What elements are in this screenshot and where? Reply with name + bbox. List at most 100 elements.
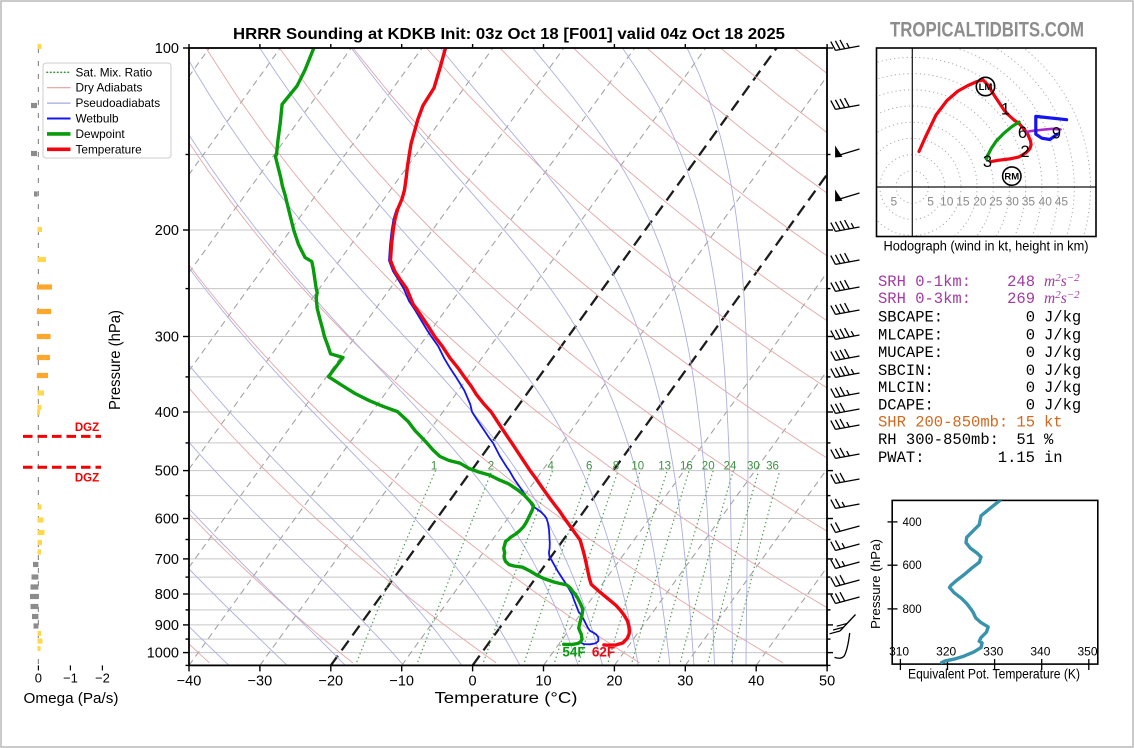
svg-text:900: 900 [155, 618, 179, 634]
svg-text:0: 0 [1026, 308, 1035, 326]
svg-text:Pressure (hPa): Pressure (hPa) [107, 310, 124, 410]
svg-text:20: 20 [606, 673, 622, 689]
svg-text:1.15: 1.15 [998, 449, 1035, 467]
svg-text:20: 20 [973, 195, 987, 209]
svg-text:0: 0 [1026, 397, 1035, 415]
svg-text:20: 20 [702, 461, 715, 473]
svg-text:54F: 54F [562, 645, 585, 660]
svg-text:330: 330 [983, 644, 1003, 658]
svg-text:40: 40 [1039, 195, 1053, 209]
svg-text:800: 800 [155, 587, 179, 603]
svg-text:−2: −2 [95, 670, 110, 685]
svg-text:Hodograph (wind in kt, height: Hodograph (wind in kt, height in km) [884, 239, 1089, 254]
svg-text:100: 100 [155, 41, 179, 57]
svg-text:−1: −1 [63, 670, 78, 685]
svg-text:SRH 0-1km:: SRH 0-1km: [878, 273, 971, 291]
svg-text:DGZ: DGZ [75, 473, 99, 485]
svg-text:LM: LM [979, 82, 993, 93]
svg-text:400: 400 [903, 517, 922, 529]
svg-text:J/kg: J/kg [1044, 344, 1081, 362]
svg-text:310: 310 [889, 644, 909, 658]
svg-text:−40: −40 [177, 673, 202, 689]
svg-text:400: 400 [155, 405, 179, 421]
svg-text:200: 200 [155, 223, 179, 239]
svg-text:J/kg: J/kg [1044, 379, 1081, 397]
svg-text:Pseudoadiabats: Pseudoadiabats [76, 96, 161, 110]
svg-text:SBCIN:: SBCIN: [878, 362, 934, 380]
svg-text:10: 10 [940, 195, 954, 209]
svg-text:2: 2 [1020, 143, 1029, 161]
svg-text:PWAT:: PWAT: [878, 449, 925, 467]
svg-text:340: 340 [1030, 644, 1050, 658]
svg-text:15: 15 [1016, 414, 1035, 432]
svg-text:350: 350 [1077, 644, 1097, 658]
svg-text:269: 269 [1007, 290, 1035, 308]
svg-text:50: 50 [819, 673, 835, 689]
svg-text:Pressure (hPa): Pressure (hPa) [868, 539, 883, 629]
svg-text:−20: −20 [318, 673, 343, 689]
svg-text:RM: RM [1004, 172, 1019, 183]
svg-text:2: 2 [488, 461, 494, 473]
svg-text:51: 51 [1016, 431, 1035, 449]
svg-text:30: 30 [747, 461, 760, 473]
svg-text:1: 1 [1001, 101, 1010, 119]
svg-text:800: 800 [903, 604, 922, 616]
svg-text:30: 30 [677, 673, 693, 689]
svg-text:500: 500 [155, 464, 179, 480]
svg-text:TROPICALTIDBITS.COM: TROPICALTIDBITS.COM [890, 18, 1084, 42]
svg-text:0: 0 [469, 673, 477, 689]
svg-text:HRRR Sounding at KDKB Init: 03: HRRR Sounding at KDKB Init: 03z Oct 18 [… [233, 26, 785, 43]
svg-text:DGZ: DGZ [75, 422, 99, 434]
svg-text:0: 0 [35, 670, 42, 685]
svg-text:DCAPE:: DCAPE: [878, 397, 934, 415]
svg-text:300: 300 [155, 330, 179, 346]
svg-text:10: 10 [535, 673, 551, 689]
svg-text:13: 13 [658, 461, 671, 473]
svg-text:8: 8 [613, 461, 619, 473]
svg-text:kt: kt [1044, 414, 1063, 432]
svg-text:600: 600 [155, 512, 179, 528]
svg-text:24: 24 [724, 461, 737, 473]
svg-text:MLCAPE:: MLCAPE: [878, 327, 943, 345]
svg-text:35: 35 [1022, 195, 1036, 209]
svg-text:3: 3 [983, 153, 992, 171]
svg-text:Omega (Pa/s): Omega (Pa/s) [24, 691, 119, 707]
svg-text:62F: 62F [592, 645, 615, 660]
svg-text:SHR 200-850mb:: SHR 200-850mb: [878, 414, 1008, 432]
svg-text:−30: −30 [248, 673, 273, 689]
svg-text:248: 248 [1007, 273, 1035, 291]
svg-text:320: 320 [936, 644, 956, 658]
svg-text:0: 0 [1026, 362, 1035, 380]
svg-text:−10: −10 [389, 673, 414, 689]
svg-text:4: 4 [547, 461, 554, 473]
svg-text:1000: 1000 [147, 646, 179, 662]
svg-text:40: 40 [748, 673, 764, 689]
svg-text:SRH 0-3km:: SRH 0-3km: [878, 290, 971, 308]
svg-text:600: 600 [903, 560, 922, 572]
svg-text:%: % [1044, 431, 1054, 449]
svg-text:0: 0 [1026, 379, 1035, 397]
svg-text:15: 15 [956, 195, 970, 209]
svg-text:SBCAPE:: SBCAPE: [878, 308, 943, 326]
svg-text:0: 0 [1026, 344, 1035, 362]
svg-text:16: 16 [680, 461, 693, 473]
svg-text:Temperature (°C): Temperature (°C) [435, 690, 578, 707]
svg-text:J/kg: J/kg [1044, 362, 1081, 380]
svg-text:J/kg: J/kg [1044, 397, 1081, 415]
svg-text:5: 5 [927, 195, 934, 209]
svg-text:Sat. Mix. Ratio: Sat. Mix. Ratio [76, 65, 153, 79]
svg-text:0: 0 [1026, 327, 1035, 345]
svg-text:Dry Adiabats: Dry Adiabats [76, 81, 143, 95]
svg-text:RH 300-850mb:: RH 300-850mb: [878, 431, 999, 449]
svg-text:25: 25 [989, 195, 1003, 209]
svg-text:6: 6 [586, 461, 592, 473]
svg-text:Equivalent Pot. Temperature (K: Equivalent Pot. Temperature (K) [908, 666, 1080, 682]
svg-text:6: 6 [1018, 124, 1027, 142]
svg-text:700: 700 [155, 552, 179, 568]
svg-text:J/kg: J/kg [1044, 327, 1081, 345]
svg-text:in: in [1044, 449, 1063, 467]
svg-text:Dewpoint: Dewpoint [76, 127, 126, 141]
svg-text:MUCAPE:: MUCAPE: [878, 344, 943, 362]
svg-text:Temperature: Temperature [76, 142, 143, 156]
svg-text:MLCIN:: MLCIN: [878, 379, 934, 397]
